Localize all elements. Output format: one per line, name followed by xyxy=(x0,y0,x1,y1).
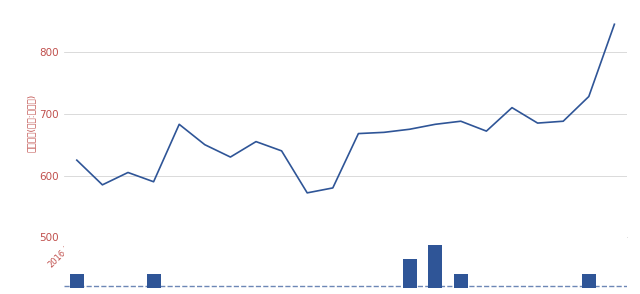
Bar xyxy=(403,259,417,288)
Bar xyxy=(582,274,596,288)
Bar xyxy=(147,274,161,288)
Bar xyxy=(454,274,468,288)
Bar xyxy=(70,274,84,288)
Y-axis label: 거래금액(단위:백만원): 거래금액(단위:백만원) xyxy=(26,94,35,152)
Bar xyxy=(428,245,442,288)
